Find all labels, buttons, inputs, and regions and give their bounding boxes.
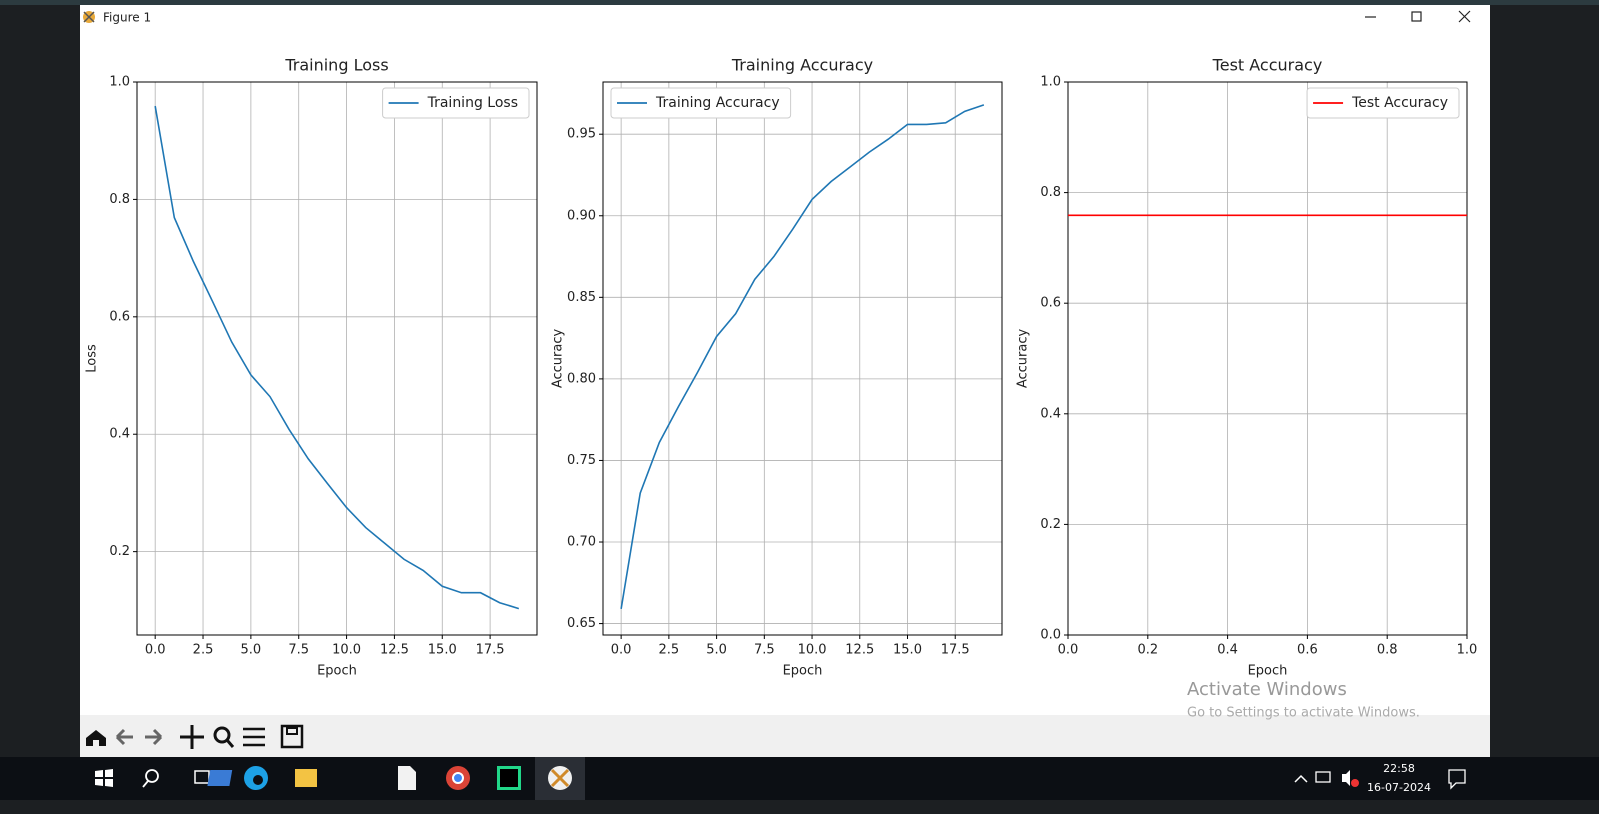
plot-frame [136, 81, 538, 636]
chart-title: Training Accuracy [731, 56, 873, 75]
toolbar [80, 715, 1490, 757]
y-tick-label: 0.90 [567, 208, 596, 223]
clock-date: 16-07-2024 [1367, 781, 1431, 794]
y-tick-label: 0.6 [109, 309, 130, 324]
watermark-subtitle: Go to Settings to activate Windows. [1187, 706, 1420, 721]
x-tick-label: 2.5 [193, 643, 214, 658]
x-tick-label: 7.5 [754, 643, 775, 658]
data-line [154, 105, 520, 610]
toolbar-buttons[interactable] [86, 724, 304, 749]
y-tick-label: 1.0 [1040, 75, 1061, 90]
window-icon [83, 11, 95, 23]
legend-label: Training Accuracy [655, 95, 780, 111]
y-tick-label: 0.4 [1040, 406, 1061, 421]
taskbar-icons[interactable] [95, 757, 1466, 800]
legend: Training Accuracy [610, 87, 792, 119]
chart-title: Test Accuracy [1212, 56, 1323, 75]
window-title: Figure 1 [103, 11, 151, 25]
x-tick-label: 1.0 [1457, 643, 1478, 658]
x-axis-label: Epoch [783, 664, 823, 679]
legend: Training Loss [382, 87, 530, 119]
y-tick-label: 0.80 [567, 371, 596, 386]
chart-title: Training Loss [284, 56, 388, 75]
y-tick-label: 0.4 [109, 427, 130, 442]
x-tick-label: 15.0 [428, 643, 457, 658]
plot-frame [1067, 81, 1468, 636]
x-tick-label: 0.0 [1058, 643, 1079, 658]
x-tick-label: 0.0 [145, 643, 166, 658]
y-tick-label: 0.2 [109, 544, 130, 559]
legend-label: Test Accuracy [1351, 95, 1448, 111]
x-tick-label: 0.8 [1377, 643, 1398, 658]
legend-box [610, 87, 792, 119]
legend-box [1306, 87, 1460, 119]
y-tick-label: 0.2 [1040, 517, 1061, 532]
y-axis-label: Accuracy [1016, 329, 1031, 389]
taskbar [0, 757, 1599, 800]
y-axis-label: Loss [85, 344, 100, 373]
x-tick-label: 5.0 [241, 643, 262, 658]
x-tick-label: 12.5 [380, 643, 409, 658]
y-axis-label: Accuracy [551, 329, 566, 389]
plot-frame [602, 81, 1003, 636]
window [80, 5, 1490, 757]
y-tick-label: 0.75 [567, 453, 596, 468]
clock-time: 22:58 [1383, 762, 1415, 775]
x-tick-label: 17.5 [476, 643, 505, 658]
x-axis-label: Epoch [317, 664, 357, 679]
y-tick-label: 1.0 [109, 75, 130, 90]
x-tick-label: 0.6 [1297, 643, 1318, 658]
x-tick-label: 0.0 [611, 643, 632, 658]
y-tick-label: 0.0 [1040, 628, 1061, 643]
x-tick-label: 0.2 [1137, 643, 1158, 658]
y-tick-label: 0.85 [567, 290, 596, 305]
x-tick-label: 2.5 [659, 643, 680, 658]
top-strip [0, 0, 1599, 5]
y-tick-label: 0.65 [567, 616, 596, 631]
y-tick-label: 0.6 [1040, 296, 1061, 311]
data-line [620, 104, 985, 610]
legend-box [382, 87, 530, 119]
legend: Test Accuracy [1306, 87, 1460, 119]
y-tick-label: 0.70 [567, 535, 596, 550]
y-tick-label: 0.8 [1040, 185, 1061, 200]
x-tick-label: 10.0 [332, 643, 361, 658]
x-tick-label: 7.5 [288, 643, 309, 658]
figure: 0.0 2.5 5.0 7.5 10.0 12.5 15.0 17.5 0.2 0.4 0.6 0.8… [85, 56, 1478, 679]
window-controls[interactable] [1365, 10, 1471, 23]
y-tick-label: 0.95 [567, 127, 596, 142]
x-tick-label: 12.5 [845, 643, 874, 658]
x-tick-label: 17.5 [941, 643, 970, 658]
legend-label: Training Loss [427, 95, 518, 111]
x-tick-label: 15.0 [893, 643, 922, 658]
x-tick-label: 5.0 [706, 643, 727, 658]
x-axis-label: Epoch [1248, 664, 1288, 679]
watermark-title: Activate Windows [1187, 679, 1347, 700]
x-tick-label: 10.0 [798, 643, 827, 658]
x-tick-label: 0.4 [1217, 643, 1238, 658]
y-tick-label: 0.8 [109, 192, 130, 207]
